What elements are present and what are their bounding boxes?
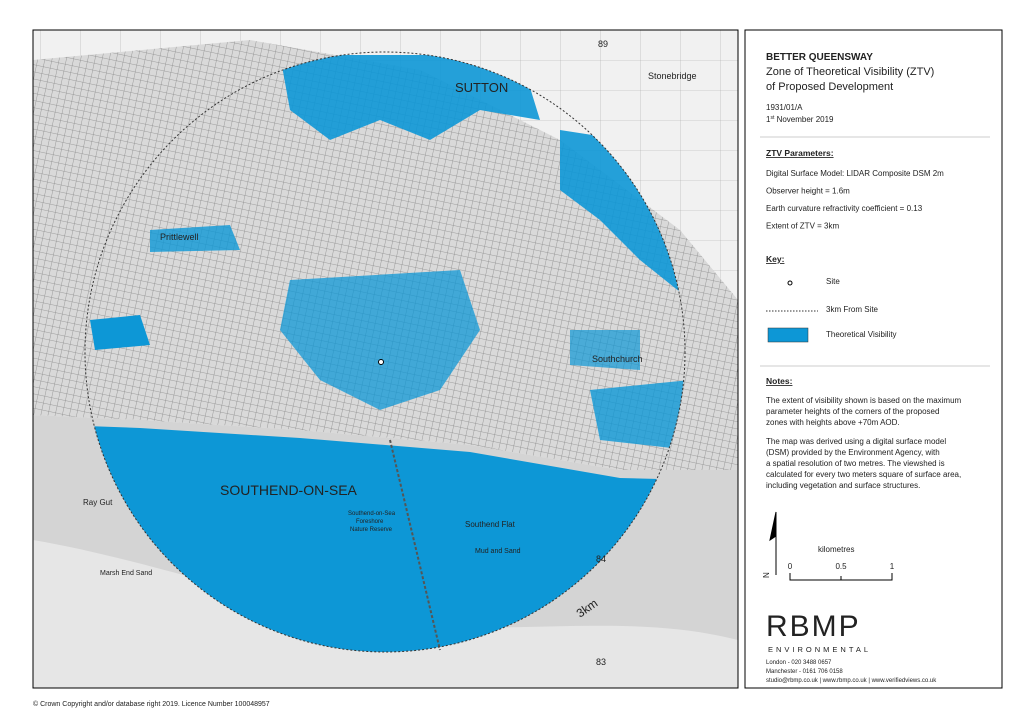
map-label: Nature Reserve: [350, 527, 393, 533]
date-suffix: st: [770, 115, 775, 121]
map-label: SOUTHEND-ON-SEA: [220, 482, 358, 498]
visibility: [85, 55, 685, 652]
scale-bar: [789, 573, 893, 581]
note-line: including vegetation and surface structu…: [766, 481, 920, 490]
copyright: © Crown Copyright and/or database right …: [33, 700, 270, 708]
date-rest: November 2019: [774, 115, 834, 124]
note-line: The map was derived using a digital surf…: [766, 437, 946, 446]
grid-label: 89: [598, 39, 608, 49]
note-line: (DSM) provided by the Environment Agency…: [766, 448, 940, 457]
map-label: Mud and Sand: [475, 548, 521, 555]
note-line: a spatial resolution of two metres. The …: [766, 459, 945, 468]
map-label: Marsh End Sand: [100, 570, 152, 577]
subtitle: Zone of Theoretical Visibility (ZTV): [766, 66, 934, 78]
title: BETTER QUEENSWAY: [766, 52, 873, 63]
panel-frame: [744, 29, 1003, 689]
parameter: Observer height = 1.6m: [766, 187, 850, 196]
date-day: 1: [766, 115, 771, 124]
scale-tick-label: 0: [788, 562, 793, 571]
contact: Manchester - 0161 706 0158: [766, 669, 843, 675]
note-line: calculated for every two meters square o…: [766, 470, 961, 479]
subtitle: of Proposed Development: [766, 81, 893, 93]
map-label: Foreshore: [356, 519, 384, 525]
parameter: Digital Surface Model: LIDAR Composite D…: [766, 169, 944, 178]
key-site-symbol: [787, 280, 793, 286]
contact: studio@rbmp.co.uk | www.rbmp.co.uk | www…: [766, 678, 937, 684]
key-label: Site: [826, 277, 840, 286]
grid-label: 83: [596, 657, 606, 667]
north-arrow: [769, 511, 777, 575]
note-line: The extent of visibility shown is based …: [766, 396, 962, 405]
pier: [389, 439, 441, 651]
scale-tick-label: 1: [890, 562, 895, 571]
map-label: Southend-on-Sea: [348, 511, 396, 517]
date: 1st November 2019: [766, 115, 834, 124]
note-line: zones with heights above +70m AOD.: [766, 418, 900, 427]
notes-heading: Notes:: [766, 376, 793, 386]
site: [378, 359, 384, 365]
reference: 1931/01/A: [766, 103, 803, 112]
grid-label: 84: [596, 554, 606, 564]
north-label: N: [762, 572, 771, 578]
scale-tick-label: 0.5: [835, 562, 847, 571]
map-label: Southchurch: [592, 354, 643, 364]
map: SUTTON Stonebridge Prittlewell Southchur…: [33, 30, 738, 688]
map-label: Ray Gut: [83, 498, 113, 507]
parameter: Extent of ZTV = 3km: [766, 222, 839, 231]
map-frame: [32, 29, 739, 689]
logo-sub: ENVIRONMENTAL: [768, 645, 871, 654]
radius-circle: [84, 51, 686, 653]
map-label: Southend Flat: [465, 520, 516, 529]
key-label: 3km From Site: [826, 305, 879, 314]
map-label: Stonebridge: [648, 71, 697, 81]
logo: RBMP: [766, 610, 861, 643]
map-label: Prittlewell: [160, 232, 199, 242]
sand: [33, 540, 738, 688]
key-swatch: [767, 327, 809, 343]
scale-unit: kilometres: [818, 545, 854, 554]
contact: London - 020 3488 0657: [766, 660, 832, 666]
key-heading: Key:: [766, 254, 785, 264]
map-label: SUTTON: [455, 80, 508, 95]
params-heading: ZTV Parameters:: [766, 148, 834, 158]
key-label: Theoretical Visibility: [826, 330, 897, 339]
note-line: parameter heights of the corners of the …: [766, 407, 939, 416]
parameter: Earth curvature refractivity coefficient…: [766, 204, 923, 213]
